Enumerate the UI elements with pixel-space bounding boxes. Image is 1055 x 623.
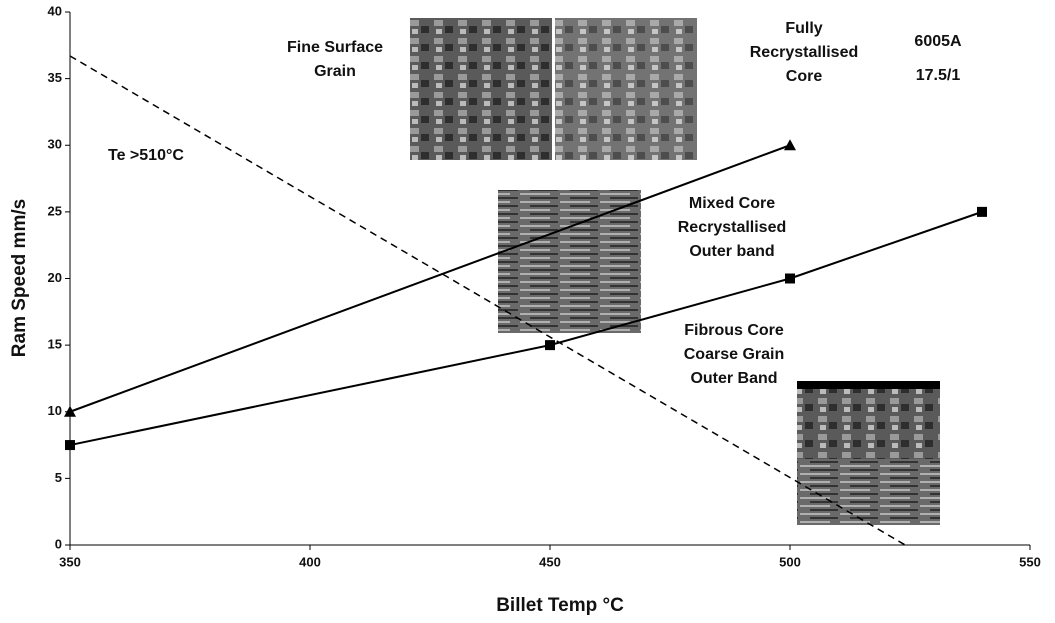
y-tick-label: 35 [48,70,62,85]
annotation: Fine Surface Grain [287,39,383,80]
y-tick-label: 40 [48,3,62,18]
marker [785,273,795,284]
annotation-text: 17.5/1 [916,67,961,84]
annotation-text: Mixed Core [689,195,775,212]
annotation-text: Coarse Grain [684,346,784,363]
annotation-text: Fibrous Core [684,322,784,339]
y-tick-label: 10 [48,403,62,418]
annotation-text: Fine Surface [287,39,383,56]
annotation-text: 6005A [914,33,962,50]
annotation: Fully Recrystallised Core [750,20,859,85]
y-tick-label: 25 [48,203,62,218]
y-tick-label: 30 [48,137,62,152]
series-line [69,210,983,447]
annotation: 17.5/1 [916,67,961,84]
annotation-text: Outer Band [690,370,777,387]
y-tick-label: 15 [48,337,62,352]
marker [545,340,555,351]
y-tick-label: 5 [55,470,62,485]
marker [977,206,987,217]
y-axis-title: Ram Speed mm/s [9,199,30,357]
x-tick-label: 400 [299,554,321,569]
marker [65,440,75,451]
micrograph [410,18,552,160]
marker [64,405,76,417]
micrograph [797,389,940,459]
series-line [69,144,791,413]
micrograph [797,459,940,525]
micrograph-band [797,381,940,389]
marker [784,139,796,151]
y-tick-label: 20 [48,270,62,285]
x-axis-title: Billet Temp °C [496,595,624,616]
micrograph [498,190,641,333]
x-tick-label: 350 [59,554,81,569]
micrographs [410,18,940,525]
annotation: Te >510°C [108,147,184,164]
annotation-text: Recrystallised [678,219,787,236]
micrograph [555,18,697,160]
annotation: Fibrous Core Coarse Grain Outer Band [684,322,784,387]
x-tick-label: 550 [1019,554,1041,569]
annotation-text: Recrystallised [750,44,859,61]
x-tick-label: 450 [539,554,561,569]
series-line [69,55,906,546]
annotation-text: Core [786,68,823,85]
annotation-text: Te >510°C [108,147,184,164]
annotation-text: Fully [785,20,822,37]
y-tick-label: 0 [55,536,62,551]
annotation-text: Grain [314,63,356,80]
annotation: Mixed Core Recrystallised Outer band [678,195,787,260]
annotation: 6005A [914,33,962,50]
annotation-text: Outer band [689,243,774,260]
x-tick-label: 500 [779,554,801,569]
